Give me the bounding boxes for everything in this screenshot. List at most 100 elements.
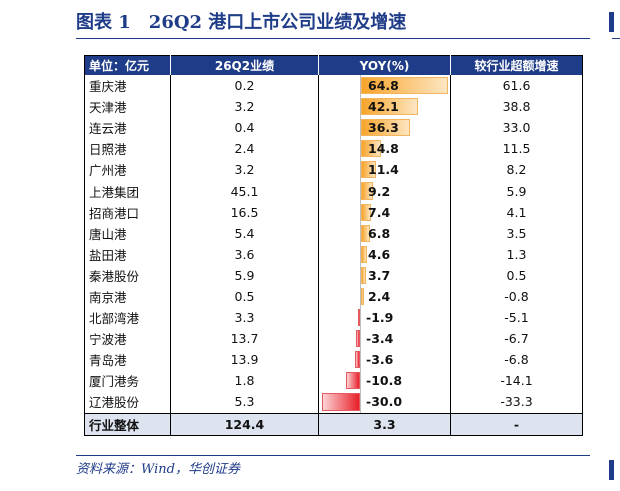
yoy-cell: -3.6 <box>318 349 451 371</box>
yoy-zero-axis <box>360 307 361 329</box>
table-row: 宁波港 13.7 -3.4 -6.7 <box>84 328 583 350</box>
port-performance-table: 单位：亿元 26Q2业绩 YOY(%) 较行业超额增速 重庆港 0.2 64.8 61… <box>84 55 583 436</box>
table-row: 重庆港 0.2 64.8 61.6 <box>84 75 583 97</box>
yoy-zero-axis <box>360 285 361 308</box>
yoy-cell: 64.8 <box>318 75 451 97</box>
profit-value: 5.3 <box>170 391 319 413</box>
adjacent-figure-rule <box>612 38 620 39</box>
table-row: 南京港 0.5 2.4 -0.8 <box>84 285 583 308</box>
excess-growth-value: 1.3 <box>450 243 583 265</box>
total-yoy: 3.3 <box>318 412 451 436</box>
table-header-row: 单位：亿元 26Q2业绩 YOY(%) 较行业超额增速 <box>84 55 583 75</box>
excess-growth-value: -6.7 <box>450 328 583 350</box>
yoy-value: 11.4 <box>368 162 399 178</box>
table-row: 北部湾港 3.3 -1.9 -5.1 <box>84 307 583 329</box>
yoy-value: 2.4 <box>368 288 391 304</box>
company-name: 唐山港 <box>84 222 171 244</box>
source-divider <box>76 455 590 456</box>
profit-value: 3.6 <box>170 243 319 265</box>
yoy-zero-axis <box>360 370 361 392</box>
company-name: 辽港股份 <box>84 391 171 413</box>
table-row: 青岛港 13.9 -3.6 -6.8 <box>84 349 583 371</box>
excess-growth-value: 33.0 <box>450 117 583 139</box>
excess-growth-value: 11.5 <box>450 138 583 160</box>
yoy-value: -3.4 <box>366 331 394 347</box>
yoy-cell: 36.3 <box>318 117 451 139</box>
yoy-value: 42.1 <box>368 99 399 115</box>
yoy-value: 64.8 <box>368 78 399 94</box>
yoy-cell: 42.1 <box>318 96 451 118</box>
yoy-value: 14.8 <box>368 141 399 157</box>
table-row: 唐山港 5.4 6.8 3.5 <box>84 222 583 244</box>
yoy-bar <box>361 161 377 179</box>
yoy-cell: 2.4 <box>318 285 451 308</box>
yoy-bar <box>361 224 371 242</box>
company-name: 秦港股份 <box>84 264 171 286</box>
company-name: 南京港 <box>84 285 171 308</box>
yoy-bar <box>361 182 374 200</box>
yoy-zero-axis <box>360 159 361 181</box>
company-name: 重庆港 <box>84 75 171 97</box>
excess-growth-value: -33.3 <box>450 391 583 413</box>
yoy-bar <box>357 309 360 327</box>
yoy-bar <box>361 140 381 158</box>
company-name: 青岛港 <box>84 349 171 371</box>
company-name: 北部湾港 <box>84 307 171 329</box>
yoy-zero-axis <box>360 138 361 160</box>
excess-growth-value: -6.8 <box>450 349 583 371</box>
yoy-value: 6.8 <box>368 225 391 241</box>
yoy-zero-axis <box>360 180 361 202</box>
yoy-zero-axis <box>360 349 361 371</box>
industry-total-row: 行业整体 124.4 3.3- <box>84 412 583 436</box>
yoy-zero-axis <box>360 328 361 350</box>
company-name: 上港集团 <box>84 180 171 202</box>
source-note: 资料来源：Wind，华创证券 <box>76 462 240 477</box>
header-excess: 较行业超额增速 <box>450 55 583 75</box>
profit-value: 3.2 <box>170 159 319 181</box>
yoy-cell: -3.4 <box>318 328 451 350</box>
profit-value: 2.4 <box>170 138 319 160</box>
yoy-zero-axis <box>360 75 361 97</box>
company-name: 盐田港 <box>84 243 171 265</box>
excess-growth-value: -0.8 <box>450 285 583 308</box>
figure-title: 图表 1 26Q2 港口上市公司业绩及增速 <box>76 12 407 33</box>
yoy-bar <box>355 330 360 348</box>
yoy-value: 4.6 <box>368 246 391 262</box>
header-yoy: YOY(%) <box>318 55 451 75</box>
yoy-cell: -30.0 <box>318 391 451 413</box>
yoy-bar <box>361 287 365 306</box>
yoy-value: 36.3 <box>368 120 399 136</box>
company-name: 连云港 <box>84 117 171 139</box>
company-name: 宁波港 <box>84 328 171 350</box>
yoy-bar <box>346 372 360 390</box>
yoy-zero-axis <box>360 222 361 244</box>
company-name: 广州港 <box>84 159 171 181</box>
yoy-value: -10.8 <box>366 373 403 389</box>
excess-growth-value: 3.5 <box>450 222 583 244</box>
profit-value: 5.4 <box>170 222 319 244</box>
yoy-zero-axis <box>360 96 361 118</box>
profit-value: 0.5 <box>170 285 319 308</box>
yoy-bar <box>361 203 371 221</box>
yoy-bar <box>361 266 366 284</box>
excess-growth-value: -14.1 <box>450 370 583 392</box>
company-name: 天津港 <box>84 96 171 118</box>
table-row: 盐田港 3.6 4.6 1.3 <box>84 243 583 265</box>
adjacent-figure-edge-bottom <box>609 460 614 480</box>
table-row: 辽港股份 5.3 -30.0 -33.3 <box>84 391 583 413</box>
table-row: 天津港 3.2 42.1 38.8 <box>84 96 583 118</box>
yoy-bar <box>361 119 410 137</box>
yoy-zero-axis <box>360 264 361 286</box>
yoy-zero-axis <box>360 117 361 139</box>
profit-value: 0.4 <box>170 117 319 139</box>
profit-value: 13.7 <box>170 328 319 350</box>
yoy-cell: 14.8 <box>318 138 451 160</box>
excess-growth-value: -5.1 <box>450 307 583 329</box>
profit-value: 0.2 <box>170 75 319 97</box>
table-row: 日照港 2.4 14.8 11.5 <box>84 138 583 160</box>
yoy-zero-axis <box>360 243 361 265</box>
yoy-cell: 11.4 <box>318 159 451 181</box>
yoy-bar <box>361 77 448 95</box>
yoy-value: 7.4 <box>368 204 391 220</box>
profit-value: 5.9 <box>170 264 319 286</box>
